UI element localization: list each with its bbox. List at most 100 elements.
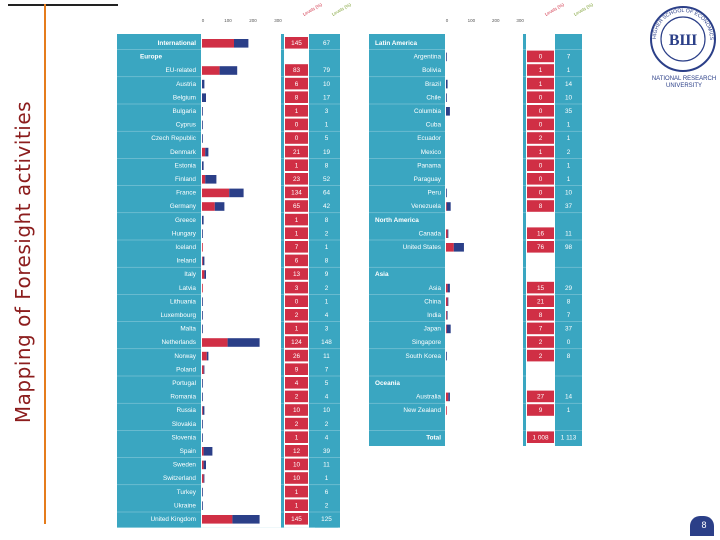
value-a: 2 xyxy=(295,394,299,401)
value-b: 37 xyxy=(565,326,573,333)
bar-blue xyxy=(202,256,205,266)
value-a-cell xyxy=(527,295,554,307)
value-a-cell xyxy=(527,145,554,158)
value-a: 10 xyxy=(293,462,301,469)
value-a-cell xyxy=(285,132,308,144)
value-a-cell xyxy=(527,91,554,103)
bar-red xyxy=(202,460,204,470)
bar-blue xyxy=(446,188,447,198)
bar-blue xyxy=(202,311,203,320)
row-label: South Korea xyxy=(405,353,441,360)
row-label: Oceania xyxy=(375,380,400,387)
row-label: Ukraine xyxy=(174,502,196,509)
value-a-cell xyxy=(285,295,308,307)
axis-tick-label: 100 xyxy=(468,18,476,23)
value-b: 8 xyxy=(325,162,329,169)
bar-red xyxy=(446,297,448,306)
bar-blue xyxy=(203,365,205,374)
value-a-cell xyxy=(285,37,308,49)
bar-blue xyxy=(202,419,203,429)
value-a-cell xyxy=(285,254,308,267)
value-b: 8 xyxy=(325,217,329,224)
value-a: 9 xyxy=(295,366,299,373)
value-a-cell xyxy=(527,227,554,239)
value-a-cell xyxy=(527,77,554,90)
row-label: Latin America xyxy=(375,40,417,47)
value-a: 6 xyxy=(295,81,299,88)
bar-blue xyxy=(446,107,450,116)
value-b: 35 xyxy=(565,108,573,115)
value-a: 1 xyxy=(539,67,543,74)
value-a-cell xyxy=(285,268,308,280)
value-a: 16 xyxy=(537,230,545,237)
bar-blue xyxy=(202,161,204,170)
row-label: EU-related xyxy=(165,67,196,74)
value-a-cell xyxy=(285,118,308,131)
bar-blue xyxy=(202,215,204,225)
value-b: 39 xyxy=(323,448,331,455)
value-b: 29 xyxy=(565,285,573,292)
value-a: 1 xyxy=(295,489,299,496)
row-label: New Zealand xyxy=(403,407,441,414)
row-label: Italy xyxy=(184,271,197,278)
bar-red xyxy=(446,392,449,402)
bar-blue xyxy=(205,147,209,157)
value-a: 1 xyxy=(295,502,299,509)
value-b: 1 xyxy=(567,67,571,74)
row-label: United Kingdom xyxy=(151,516,196,523)
value-b: 1 xyxy=(325,122,329,129)
value-b: 10 xyxy=(565,190,573,197)
value-b: 1 xyxy=(325,298,329,305)
value-b: 1 xyxy=(567,162,571,169)
value-a: 8 xyxy=(539,203,543,210)
bar-red xyxy=(446,406,447,415)
bar-blue xyxy=(202,487,203,497)
value-a: 76 xyxy=(537,244,545,251)
value-b: 2 xyxy=(325,285,329,292)
row-label: Cyprus xyxy=(176,122,196,129)
value-b: 1 xyxy=(567,176,571,183)
value-b: 9 xyxy=(325,271,329,278)
value-a-cell xyxy=(285,445,308,457)
row-label: Portugal xyxy=(172,380,196,387)
bar-red xyxy=(202,338,228,347)
logo-caption: NATIONAL RESEARCH UNIVERSITY xyxy=(648,76,720,90)
bar-blue xyxy=(446,52,447,62)
value-a: 0 xyxy=(295,122,299,129)
value-a-cell xyxy=(285,213,308,226)
value-a: 2 xyxy=(295,312,299,319)
row-label: Spain xyxy=(180,448,197,455)
bar-blue xyxy=(453,243,464,252)
value-b: 7 xyxy=(567,312,571,319)
value-a: 0 xyxy=(539,162,543,169)
bar-red xyxy=(446,324,447,334)
row-label: India xyxy=(427,312,441,319)
page-number: 8 xyxy=(701,520,707,530)
row-label: Bulgaria xyxy=(173,108,197,115)
value-a: 0 xyxy=(539,122,543,129)
bar-blue xyxy=(204,270,206,279)
bar-red xyxy=(202,66,220,75)
value-b: 1 xyxy=(567,135,571,142)
bar-red xyxy=(446,202,447,211)
bar-blue xyxy=(232,515,260,524)
bar-red xyxy=(202,202,215,211)
value-a-cell xyxy=(527,105,554,117)
axis-tick-label: 200 xyxy=(249,18,257,23)
value-a: 0 xyxy=(539,94,543,101)
value-a-cell xyxy=(527,281,554,294)
value-a: 134 xyxy=(291,190,302,197)
row-label: Switzerland xyxy=(163,475,196,482)
bar-blue xyxy=(446,202,451,211)
value-b: 42 xyxy=(323,203,331,210)
value-a-cell xyxy=(285,241,308,253)
bar-blue xyxy=(202,107,203,116)
row-label: Peru xyxy=(428,190,442,197)
top-rule xyxy=(8,4,118,6)
value-b: 10 xyxy=(323,81,331,88)
row-label: North America xyxy=(375,217,419,224)
bar-blue xyxy=(203,474,205,483)
value-a-cell xyxy=(285,363,308,375)
value-a-cell xyxy=(527,64,554,76)
row-label: Chile xyxy=(426,94,441,101)
